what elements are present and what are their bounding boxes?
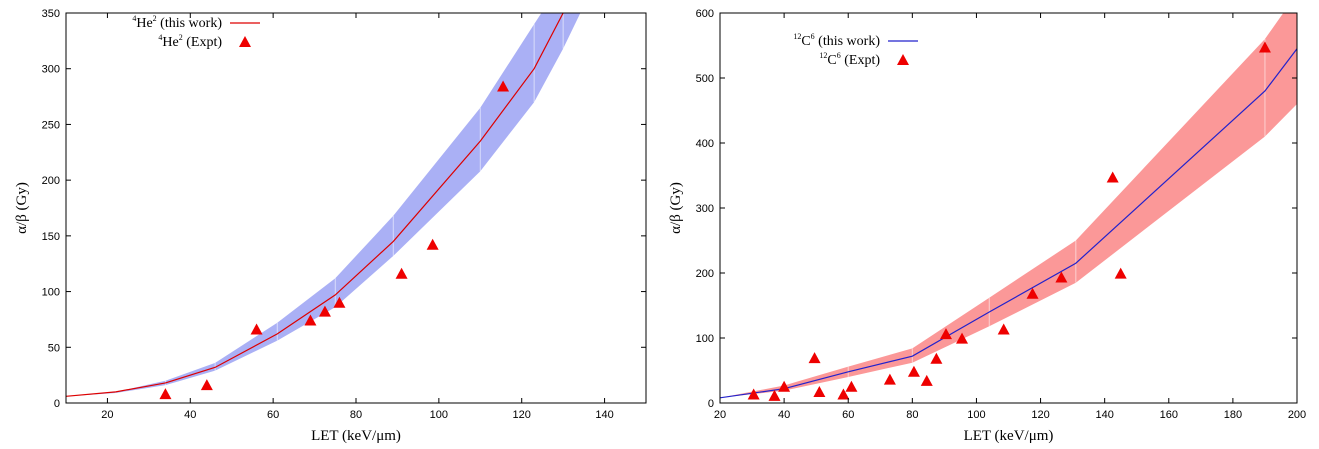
data-point: [1026, 287, 1039, 299]
model-line: [720, 48, 1297, 399]
data-point: [997, 323, 1010, 335]
data-point: [395, 267, 408, 279]
chart-panel-1: 20 40 60 80 100 120 140 0 50 100 150 200 250 300 350 LE…: [14, 8, 647, 444]
x-tick-label: 20: [101, 409, 113, 421]
x-tick-label: 40: [184, 409, 196, 421]
data-point: [747, 388, 760, 400]
x-tick-label: 180: [1224, 409, 1242, 421]
plot-frame: [65, 12, 647, 404]
chart-panel-2: 20 40 60 80 100 120 140 160 180 200 0 100 200 300 400 5…: [668, 8, 1306, 444]
data-point: [956, 332, 969, 344]
x-tick-label: 40: [778, 409, 790, 421]
data-point: [813, 385, 826, 397]
x-tick-label: 80: [350, 409, 362, 421]
y-tick-label: 500: [696, 73, 714, 85]
y-tick-label: 0: [54, 398, 60, 410]
y-tick-label: 250: [42, 119, 60, 131]
x-tick-label: 100: [967, 409, 985, 421]
data-point: [939, 328, 952, 340]
y-tick-label: 400: [696, 138, 714, 150]
x-tick-label: 60: [842, 409, 854, 421]
y-tick-label: 50: [48, 342, 60, 354]
plot-area: [720, 13, 1297, 399]
data-point: [920, 374, 933, 386]
data-point: [497, 80, 510, 92]
x-tick-label: 120: [513, 409, 531, 421]
legend-marker-key: [239, 36, 251, 47]
y-axis-label: α/β (Gy): [14, 182, 30, 234]
x-axis-label: LET (keV/μm): [311, 428, 401, 444]
data-point: [930, 352, 943, 364]
y-tick-label: 300: [696, 203, 714, 215]
x-tick-label: 100: [430, 409, 448, 421]
uncertainty-band: [66, 13, 581, 397]
x-tick-label: 120: [1031, 409, 1049, 421]
y-tick-label: 0: [708, 398, 714, 410]
y-tick-label: 150: [42, 231, 60, 243]
y-tick-label: 600: [696, 8, 714, 20]
data-point: [426, 238, 439, 250]
y-tick-label: 100: [42, 287, 60, 299]
plot-frame: [719, 12, 1298, 404]
y-tick-label: 200: [696, 268, 714, 280]
data-point: [304, 314, 317, 326]
plot-area: [66, 13, 581, 397]
model-line: [66, 13, 564, 397]
legend-label: 4He2 (Expt): [158, 33, 222, 50]
data-point: [907, 365, 920, 377]
legend-marker-key: [897, 54, 909, 65]
x-axis-label: LET (keV/μm): [964, 428, 1054, 444]
x-tick-label: 80: [906, 409, 918, 421]
data-point: [250, 323, 263, 335]
y-tick-label: 200: [42, 175, 60, 187]
data-point: [845, 380, 858, 392]
data-point: [200, 379, 213, 391]
data-point: [808, 352, 821, 364]
x-tick-label: 160: [1160, 409, 1178, 421]
x-tick-label: 140: [1095, 409, 1113, 421]
x-tick-label: 20: [714, 409, 726, 421]
y-tick-label: 100: [696, 333, 714, 345]
data-point: [1106, 171, 1119, 183]
data-point: [1258, 41, 1271, 53]
legend-label: 4He2 (this work): [132, 14, 222, 31]
legend-label: 12C6 (Expt): [819, 51, 880, 68]
x-tick-label: 200: [1288, 409, 1306, 421]
data-point: [883, 373, 896, 385]
data-point: [1114, 267, 1127, 279]
data-point: [837, 388, 850, 400]
legend-label: 12C6 (this work): [793, 32, 880, 49]
data-point: [1055, 271, 1068, 283]
data-point: [159, 388, 172, 400]
data-point: [333, 296, 346, 308]
data-point: [768, 389, 781, 401]
data-point: [778, 380, 791, 392]
data-point: [318, 305, 331, 317]
x-tick-label: 60: [267, 409, 279, 421]
y-axis-label: α/β (Gy): [668, 182, 684, 234]
x-tick-label: 140: [595, 409, 613, 421]
y-tick-label: 350: [42, 8, 60, 20]
uncertainty-band: [720, 13, 1297, 398]
y-tick-label: 300: [42, 64, 60, 76]
